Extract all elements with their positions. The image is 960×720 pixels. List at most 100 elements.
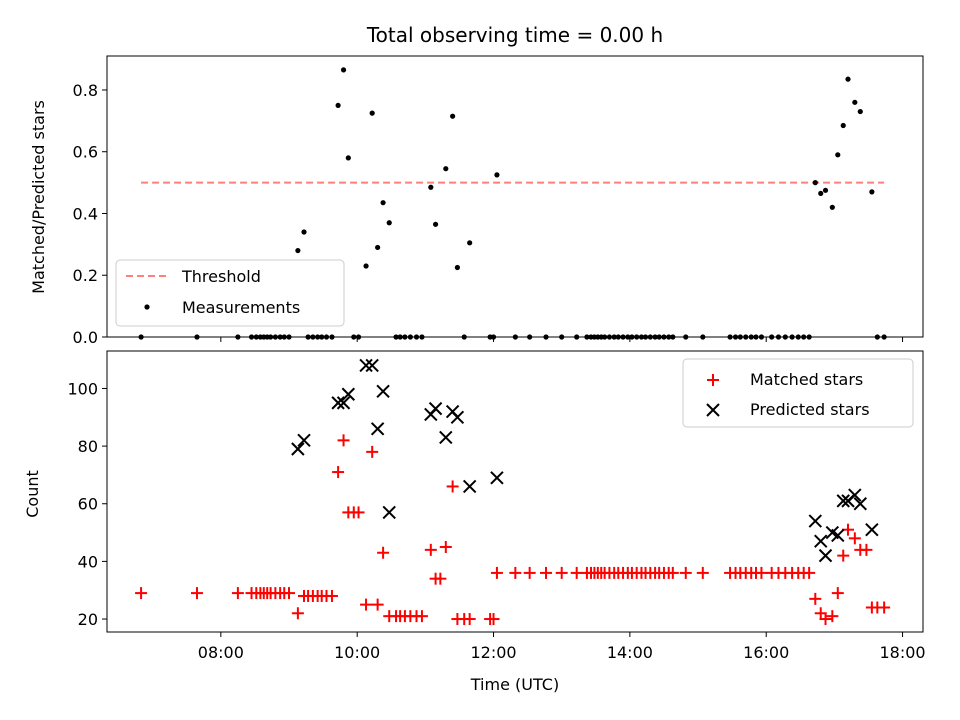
measurement-point	[801, 334, 807, 340]
measurement-point	[281, 334, 287, 340]
measurement-point	[363, 263, 369, 269]
measurement-point	[638, 334, 645, 340]
matched-star-point	[446, 480, 459, 493]
measurement-point	[138, 334, 144, 340]
predicted-marker-b	[382, 505, 396, 520]
bottom-y-tick-label: 60	[78, 495, 98, 514]
predicted-marker-b	[359, 358, 373, 373]
predicted-star-point	[848, 488, 862, 502]
measurement-point	[355, 334, 362, 340]
measurement-point	[727, 334, 733, 340]
bottom-legend-box	[682, 358, 914, 428]
matched-star-point	[696, 566, 709, 579]
top-legend: Threshold Measurements	[115, 259, 345, 327]
bottom-x-tick-label: 14:00	[607, 643, 653, 662]
matched-star-point	[424, 543, 437, 556]
matched-star-point	[434, 572, 447, 585]
bottom-x-tick-label: 12:00	[470, 643, 516, 662]
measurement-point	[340, 67, 347, 73]
measurement-point	[428, 184, 434, 190]
matched-star-point	[283, 587, 296, 600]
matched-star-point	[231, 587, 244, 600]
measurement-point	[559, 334, 565, 340]
measurement-point	[419, 334, 425, 340]
measurement-point	[375, 244, 381, 251]
top-y-tick-label: 0.4	[73, 204, 98, 223]
bottom-y-tick-label: 80	[78, 437, 98, 456]
predicted-marker-b	[331, 396, 345, 410]
predicted-star-point	[853, 497, 867, 511]
predicted-marker-b	[450, 410, 465, 424]
measurement-point	[248, 334, 255, 340]
predicted-star-point	[814, 534, 828, 548]
matched-star-point	[555, 566, 568, 579]
top-y-axis-label: Matched/Predicted stars	[29, 100, 48, 294]
matched-star-point	[509, 566, 522, 579]
matched-star-point	[826, 610, 839, 623]
matched-star-point	[371, 598, 384, 611]
matched-star-point	[377, 546, 390, 559]
top-legend-box	[115, 259, 345, 327]
predicted-star-point	[831, 528, 845, 543]
measurement-point	[272, 334, 278, 340]
measurement-point	[615, 334, 621, 340]
measurement-point	[407, 334, 413, 340]
predicted-marker-b	[848, 488, 862, 502]
measurement-point	[666, 334, 672, 340]
measurement-point	[835, 152, 841, 158]
measurement-point	[335, 102, 341, 109]
top-plot-area: 0.0 0.2 0.4 0.6 0.8	[73, 55, 924, 347]
matched-star-point	[360, 598, 373, 611]
top-y-tick-label: 0.0	[73, 328, 98, 347]
matched-star-point	[679, 566, 692, 579]
bottom-y-tick-label: 40	[78, 552, 98, 571]
matched-star-point	[666, 566, 679, 579]
measurement-point	[845, 76, 851, 82]
predicted-marker-b	[370, 422, 385, 436]
measurement-point	[467, 240, 473, 246]
measurement-point	[753, 334, 759, 340]
measurement-point	[310, 334, 316, 340]
measurement-point	[642, 334, 649, 340]
matched-star-point	[325, 589, 338, 602]
predicted-star-point	[836, 494, 850, 508]
measurement-point	[393, 334, 399, 340]
measurement-point	[443, 166, 449, 172]
predicted-star-point	[365, 358, 379, 373]
predicted-star-point	[297, 433, 311, 448]
legend-threshold-label: Threshold	[181, 267, 261, 286]
measurement-point	[351, 334, 357, 340]
measurement-point	[822, 187, 829, 193]
predicted-marker-b	[814, 534, 828, 548]
measurement-point	[775, 334, 782, 340]
measurement-point	[769, 334, 775, 340]
measurement-point	[450, 113, 456, 119]
matched-star-point	[332, 466, 345, 479]
measurement-point	[840, 122, 846, 129]
predicted-marker-b	[297, 433, 311, 448]
measurement-point	[737, 334, 743, 340]
matched-star-point	[366, 445, 379, 458]
measurement-point	[584, 334, 590, 340]
predicted-star-point	[428, 401, 443, 416]
measurement-point	[268, 334, 274, 340]
predicted-star-point	[439, 430, 453, 445]
measurement-point	[369, 110, 375, 116]
bottom-x-tick-label: 08:00	[198, 643, 244, 662]
measurement-point	[286, 334, 292, 340]
matched-star-point	[415, 610, 428, 623]
measurement-point	[829, 204, 835, 210]
predicted-marker-b	[376, 384, 390, 399]
measurement-point	[647, 334, 653, 340]
matched-star-point	[190, 587, 203, 600]
matched-star-point	[831, 587, 844, 600]
matched-star-point	[487, 613, 500, 626]
measurement-point	[606, 334, 613, 340]
measurement-point	[380, 200, 386, 206]
measurement-point	[782, 334, 788, 340]
measurement-point	[634, 334, 640, 340]
measurement-point	[432, 221, 439, 227]
bottom-y-axis-label: Count	[23, 470, 42, 518]
legend-predicted-label: Predicted stars	[750, 400, 870, 419]
